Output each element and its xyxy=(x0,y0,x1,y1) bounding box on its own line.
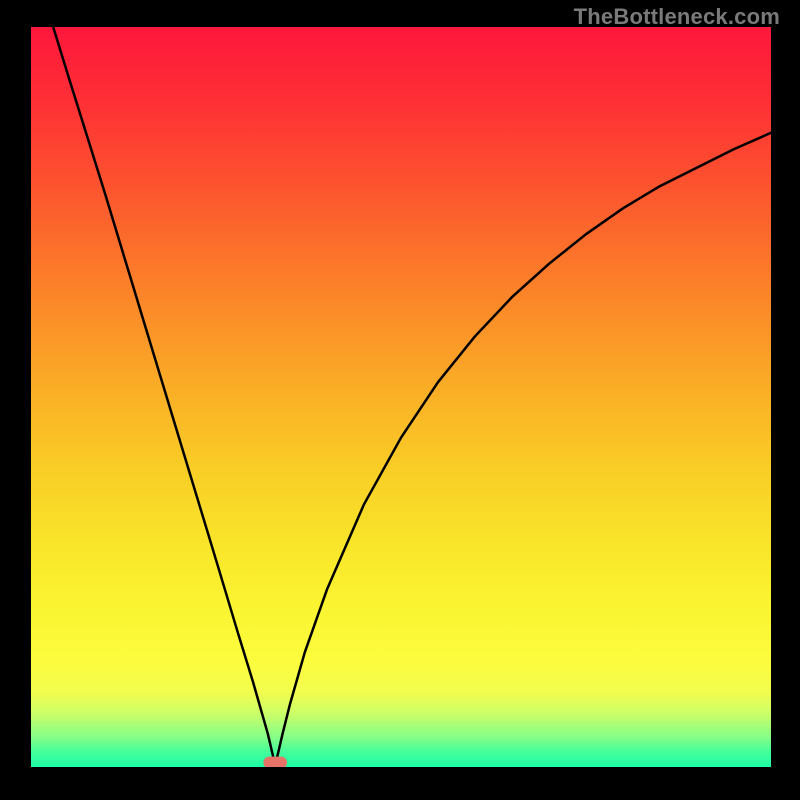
optimum-marker xyxy=(263,757,287,767)
chart-frame: TheBottleneck.com xyxy=(0,0,800,800)
bottleneck-curve-chart xyxy=(31,27,771,767)
plot-background xyxy=(31,27,771,767)
